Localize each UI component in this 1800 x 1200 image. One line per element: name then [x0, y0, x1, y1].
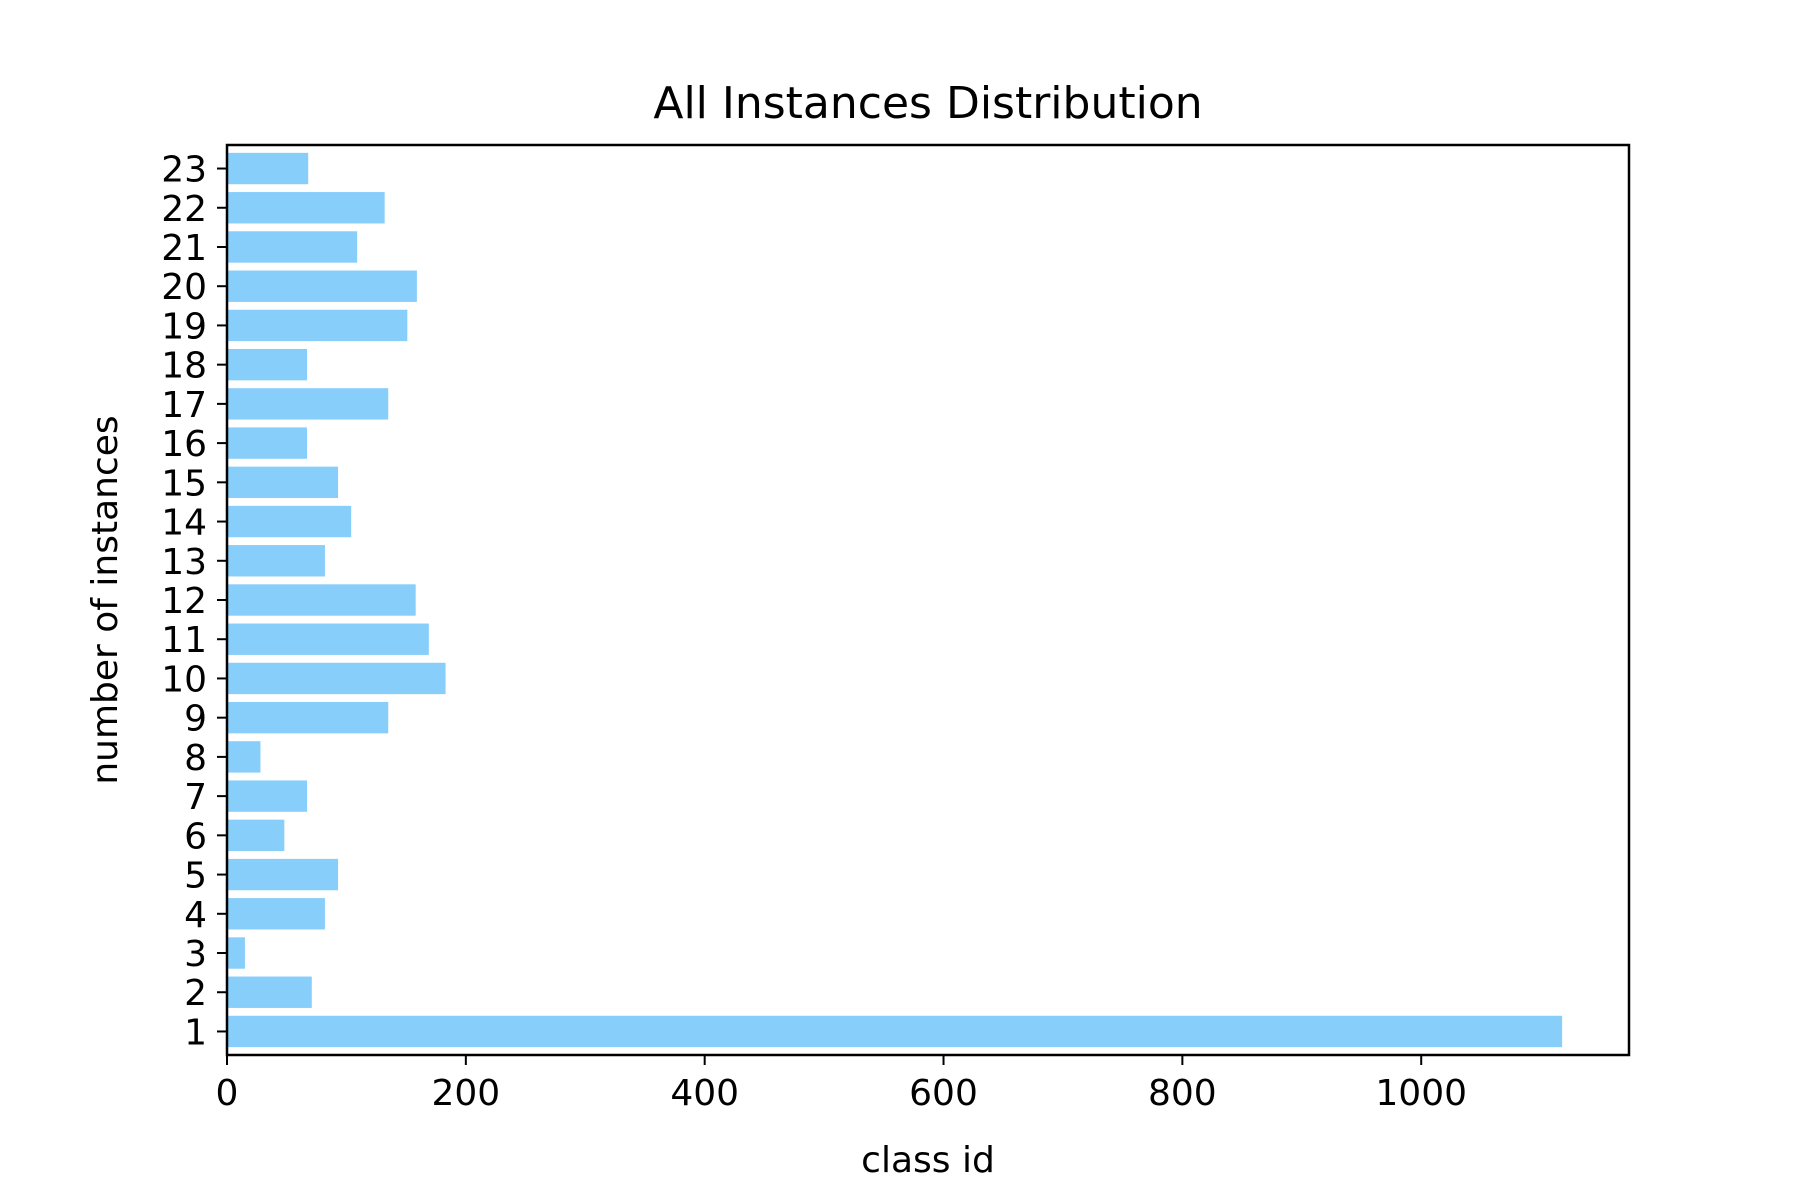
- bar-class-22: [227, 192, 385, 224]
- bar-class-8: [227, 741, 261, 773]
- bar-class-1: [227, 1015, 1563, 1048]
- x-tick-label: 400: [670, 1073, 739, 1114]
- y-axis-label: number of instances: [85, 415, 126, 784]
- y-tick-label: 14: [161, 503, 207, 544]
- bar-class-3: [227, 937, 245, 969]
- y-tick-label: 17: [161, 385, 207, 426]
- y-tick-label: 2: [184, 973, 207, 1014]
- bar-class-19: [227, 309, 408, 342]
- bar-class-15: [227, 466, 339, 499]
- y-tick-label: 18: [161, 346, 207, 387]
- bar-class-9: [227, 701, 389, 734]
- bar-class-7: [227, 780, 308, 812]
- bar-class-12: [227, 584, 416, 616]
- bar-class-10: [227, 662, 446, 695]
- y-tick-label: 7: [184, 777, 207, 818]
- x-axis-label: class id: [861, 1140, 995, 1181]
- y-tick-label: 22: [161, 189, 207, 230]
- y-tick-label: 10: [161, 659, 207, 700]
- chart-title: All Instances Distribution: [653, 78, 1202, 129]
- y-tick-label: 11: [161, 620, 207, 661]
- y-tick-label: 13: [161, 542, 207, 583]
- y-tick-label: 6: [184, 816, 207, 857]
- y-tick-label: 20: [161, 267, 207, 308]
- x-tick-label: 1000: [1375, 1073, 1467, 1114]
- bars-group: [227, 152, 1563, 1048]
- y-tick-label: 9: [184, 699, 207, 740]
- y-tick-label: 23: [161, 150, 207, 191]
- y-tick-label: 15: [161, 463, 207, 504]
- bar-class-5: [227, 858, 339, 891]
- x-tick-label: 200: [431, 1073, 500, 1114]
- bar-class-21: [227, 231, 358, 263]
- y-tick-label: 21: [161, 228, 207, 269]
- bar-class-14: [227, 505, 352, 538]
- bar-class-2: [227, 976, 312, 1008]
- bar-class-6: [227, 819, 285, 852]
- bar-class-23: [227, 152, 309, 185]
- plot-frame: [225, 143, 1631, 1057]
- y-tick-label: 3: [184, 934, 207, 975]
- y-tick-label: 19: [161, 306, 207, 347]
- bar-class-17: [227, 388, 389, 420]
- y-tick-label: 16: [161, 424, 207, 465]
- bar-class-4: [227, 898, 325, 930]
- x-tick-label: 0: [216, 1073, 239, 1114]
- bar-class-20: [227, 270, 417, 302]
- bar-class-11: [227, 623, 429, 655]
- bar-class-16: [227, 427, 308, 459]
- x-tick-label: 800: [1148, 1073, 1217, 1114]
- y-tick-label: 12: [161, 581, 207, 622]
- y-tick-label: 4: [184, 895, 207, 936]
- y-tick-label: 5: [184, 856, 207, 897]
- x-ticks-group: 0 200 400 600 800 1000: [216, 1055, 1467, 1114]
- x-tick-label: 600: [909, 1073, 978, 1114]
- bar-class-13: [227, 545, 325, 577]
- y-tick-label: 8: [184, 738, 207, 779]
- y-tick-label: 1: [184, 1012, 207, 1053]
- bar-class-18: [227, 348, 308, 381]
